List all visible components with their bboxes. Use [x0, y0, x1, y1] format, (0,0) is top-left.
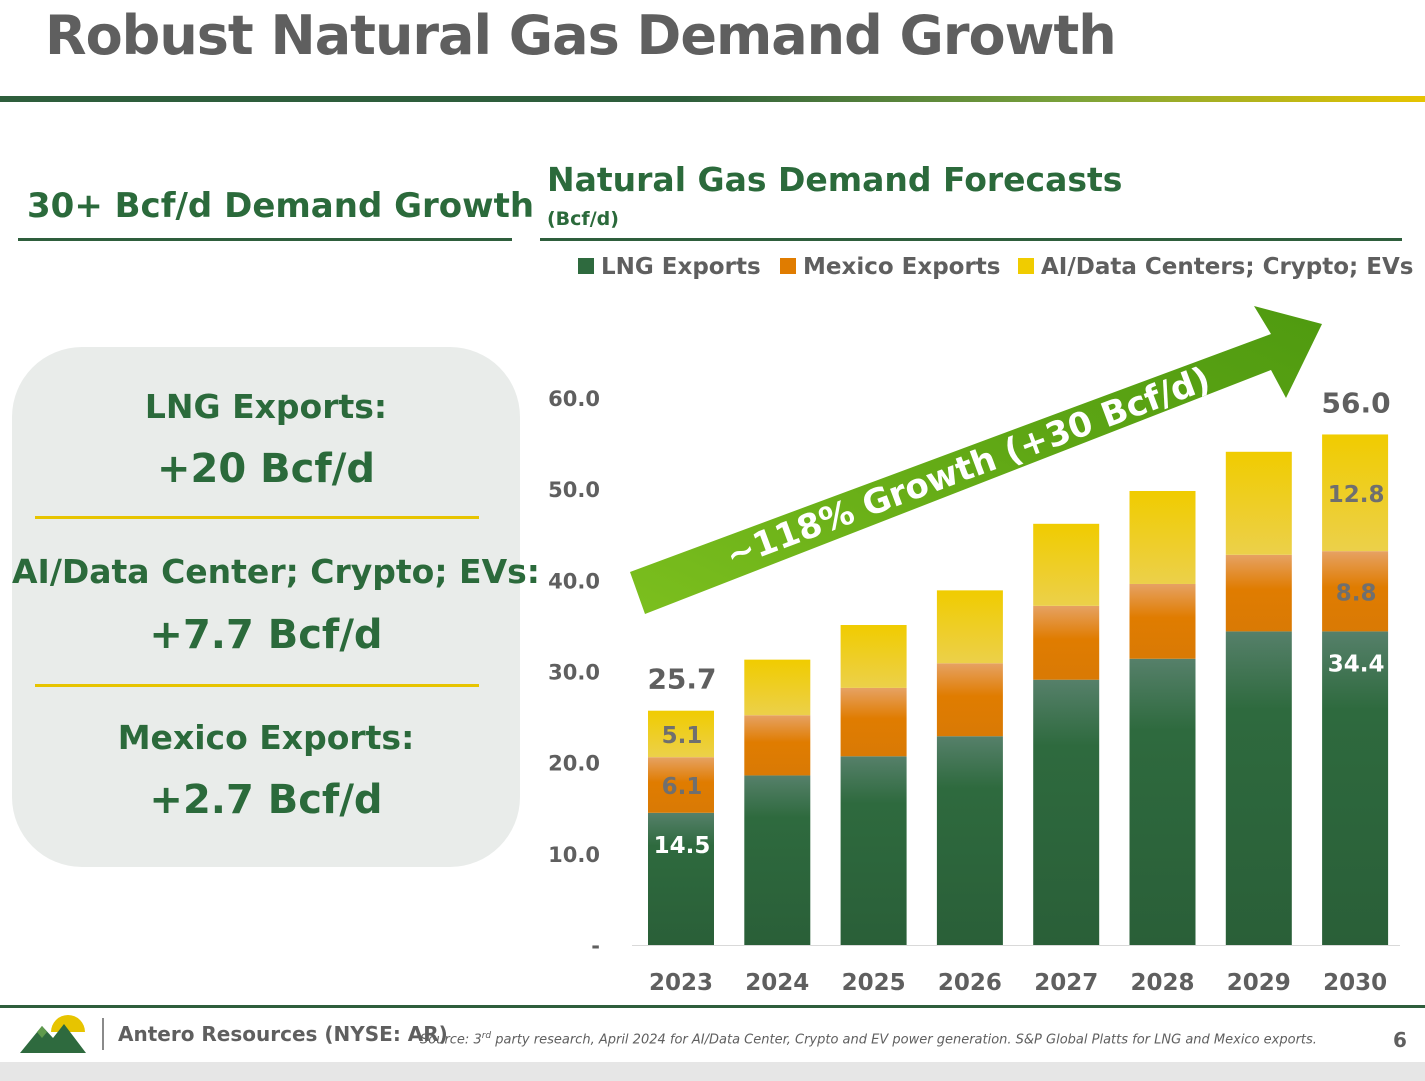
slide-title: Robust Natural Gas Demand Growth	[45, 4, 1117, 67]
footer-band	[0, 1062, 1425, 1081]
bar-segment-ai	[936, 590, 1003, 664]
lng-summary-value: +20 Bcf/d	[157, 446, 375, 492]
bar-segment-ai	[1225, 451, 1292, 555]
bar-segment-lng	[648, 812, 714, 945]
legend-swatch-ai	[1018, 258, 1034, 274]
legend-label-mexico: Mexico Exports	[803, 254, 1001, 280]
footer-separator	[102, 1018, 104, 1050]
legend-label-lng: LNG Exports	[601, 254, 761, 280]
bar-segment-ai	[840, 625, 907, 688]
chart-unit: (Bcf/d)	[547, 208, 619, 230]
legend-swatch-lng	[578, 258, 594, 274]
bar-segment-mexico	[936, 663, 1003, 737]
axes: - 10.0 20.0 30.0 40.0 50.0 60.0 2023 2024 2025 202…	[548, 387, 1400, 996]
title-gradient-rule	[0, 96, 1425, 102]
legend-swatch-mexico	[780, 258, 796, 274]
legend-label-ai: AI/Data Centers; Crypto; EVs	[1041, 254, 1414, 280]
bar-segment-mexico	[1033, 605, 1100, 680]
bar-segment-lng	[840, 756, 907, 945]
bar-segment-ai	[1129, 490, 1196, 584]
bar-segment-ai	[744, 659, 811, 716]
bar-segment-mexico	[648, 757, 714, 813]
bar-segment-lng	[1322, 631, 1389, 945]
x-tick-label: 2028	[1130, 970, 1194, 996]
x-tick-label: 2029	[1227, 970, 1291, 996]
bar-segment-mexico	[1225, 554, 1292, 632]
ai-summary-value: +7.7 Bcf/d	[149, 612, 383, 658]
chart-heading-rule	[540, 238, 1402, 241]
x-tick-label: 2026	[938, 970, 1002, 996]
legend-item-lng: LNG Exports	[578, 254, 761, 280]
data-label-mexico: 6.1	[662, 774, 703, 800]
y-tick-label: 60.0	[548, 387, 600, 411]
left-heading-rule	[18, 238, 512, 241]
demand-growth-heading: 30+ Bcf/d Demand Growth	[27, 186, 535, 226]
legend-item-mexico: Mexico Exports	[780, 254, 1001, 280]
source-text: party research, April 2024 for AI/Data C…	[491, 1032, 1317, 1048]
bar-segment-mexico	[840, 687, 907, 757]
growth-arrow: ~118% Growth (+30 Bcf/d)	[630, 306, 1322, 614]
mexico-summary-value: +2.7 Bcf/d	[149, 777, 383, 823]
stacked-bar-chart: ~118% Growth (+30 Bcf/d) 14.5 6.1 5.1 25.7 3…	[548, 306, 1400, 996]
mountain-sun-logo-icon	[20, 1015, 86, 1053]
source-prefix: Source: 3	[420, 1032, 482, 1048]
company-name: Antero Resources (NYSE: AR)	[118, 1022, 448, 1046]
summary-divider	[35, 516, 479, 519]
data-label-lng: 34.4	[1328, 651, 1385, 677]
summary-panel: LNG Exports: +20 Bcf/d AI/Data Center; C…	[12, 347, 540, 867]
total-label: 25.7	[647, 663, 716, 696]
ai-summary-label: AI/Data Center; Crypto; EVs:	[12, 552, 540, 591]
bars	[648, 434, 1389, 945]
bar-segment-ai	[1322, 434, 1389, 552]
bar-segment-ai	[648, 710, 714, 758]
x-tick-label: 2024	[745, 970, 809, 996]
bar-segment-lng	[1225, 631, 1292, 945]
y-tick-label: -	[591, 934, 600, 958]
data-label-ai: 12.8	[1328, 482, 1385, 508]
bar-segment-mexico	[744, 715, 811, 776]
y-tick-label: 40.0	[548, 569, 600, 593]
data-labels: 14.5 6.1 5.1 25.7 34.4 8.8 12.8 56.0	[647, 386, 1390, 858]
footer-rule	[0, 1005, 1425, 1008]
x-tick-label: 2030	[1323, 970, 1387, 996]
x-tick-label: 2025	[842, 970, 906, 996]
bar-segment-lng	[1033, 679, 1100, 945]
total-label: 56.0	[1322, 386, 1391, 419]
bar-segment-lng	[1129, 658, 1196, 945]
growth-arrow-shape	[630, 306, 1322, 614]
source-superscript: rd	[481, 1031, 492, 1041]
bar-segment-ai	[1033, 523, 1100, 606]
legend-item-ai: AI/Data Centers; Crypto; EVs	[1018, 254, 1413, 280]
x-tick-label: 2027	[1034, 970, 1098, 996]
data-label-lng: 14.5	[654, 833, 711, 859]
bar-segment-lng	[744, 775, 811, 945]
chart-heading: Natural Gas Demand Forecasts	[547, 160, 1123, 199]
page-number: 6	[1393, 1028, 1407, 1052]
data-label-ai: 5.1	[662, 723, 703, 749]
y-tick-label: 30.0	[548, 661, 600, 685]
bar-segment-lng	[936, 736, 1003, 945]
bar-segment-mexico	[1129, 583, 1196, 659]
y-tick-label: 10.0	[548, 843, 600, 867]
lng-summary-label: LNG Exports:	[144, 387, 388, 426]
summary-divider	[35, 684, 479, 687]
y-tick-label: 20.0	[548, 752, 600, 776]
bar-segment-mexico	[1322, 551, 1389, 632]
data-label-mexico: 8.8	[1336, 580, 1377, 606]
source-note: Source: 3rd party research, April 2024 f…	[420, 1031, 1317, 1047]
x-tick-label: 2023	[649, 970, 713, 996]
mexico-summary-label: Mexico Exports:	[117, 718, 415, 757]
y-tick-label: 50.0	[548, 478, 600, 502]
